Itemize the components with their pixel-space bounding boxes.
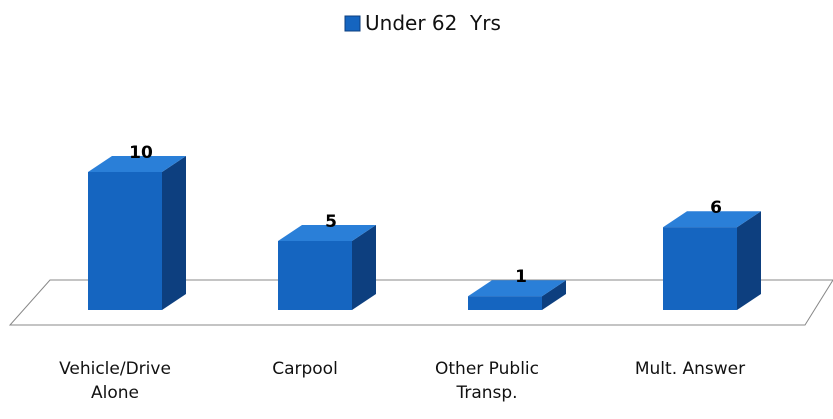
bar bbox=[663, 211, 761, 310]
bar-front bbox=[468, 296, 542, 310]
x-tick-label: Mult. Answer bbox=[634, 359, 746, 379]
bar bbox=[278, 225, 376, 310]
bar bbox=[468, 280, 566, 310]
bar-side bbox=[162, 156, 186, 310]
bar-front bbox=[278, 241, 352, 310]
bar-side bbox=[737, 211, 761, 310]
bar-top bbox=[663, 211, 761, 228]
x-tick-label: Other Public Transp. bbox=[435, 359, 539, 403]
bar-side bbox=[352, 225, 376, 310]
legend-swatch bbox=[344, 15, 361, 32]
data-label: 10 bbox=[129, 143, 153, 163]
bar-top bbox=[278, 225, 376, 241]
bar-top bbox=[88, 156, 186, 172]
data-label: 6 bbox=[710, 198, 722, 218]
x-tick-label: Carpool bbox=[272, 359, 338, 379]
data-label: 5 bbox=[325, 212, 337, 232]
bar-front bbox=[663, 227, 737, 310]
bar-side bbox=[542, 280, 566, 310]
floor bbox=[8, 279, 833, 326]
legend-text: Under 62 Yrs bbox=[365, 11, 501, 35]
bar bbox=[88, 156, 186, 310]
bar-top bbox=[468, 280, 566, 297]
x-tick-label: Vehicle/Drive Alone bbox=[59, 359, 171, 403]
data-label: 1 bbox=[515, 267, 527, 287]
bar-front bbox=[88, 172, 162, 310]
